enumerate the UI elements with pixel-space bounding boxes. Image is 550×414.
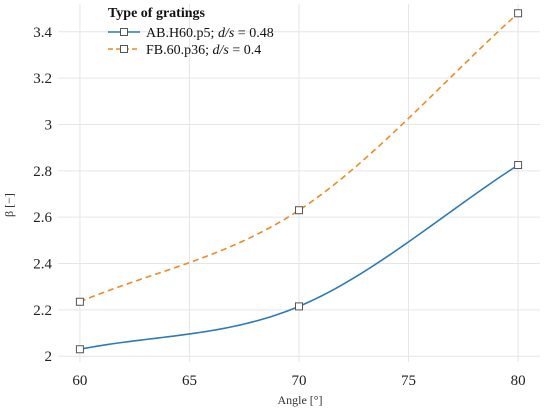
data-point-marker — [75, 345, 84, 354]
legend-entry-label: AB.H60.p5; d/s = 0.48 — [146, 26, 274, 41]
y-tick-label: 2 — [45, 349, 53, 365]
y-tick-label: 2.6 — [33, 210, 52, 226]
legend: Type of gratings AB.H60.p5; d/s = 0.48 FB… — [108, 6, 274, 58]
x-tick-label: 60 — [72, 373, 87, 389]
y-tick-label: 3.4 — [33, 25, 52, 41]
y-tick-label: 2.2 — [33, 303, 52, 319]
series-line-2 — [79, 12, 519, 303]
y-tick-label: 3 — [45, 117, 53, 133]
data-point-marker — [75, 297, 84, 306]
x-tick-labels: 60 65 70 75 80 — [72, 373, 525, 389]
y-axis-title: β [−] — [2, 193, 16, 217]
y-tick-label: 2.8 — [33, 164, 52, 180]
y-tick-label: 3.2 — [33, 71, 52, 87]
legend-marker-sample — [120, 28, 128, 36]
x-tick-label: 80 — [511, 373, 526, 389]
data-point-marker — [514, 161, 523, 170]
data-point-marker — [295, 302, 303, 311]
series-markers — [75, 9, 523, 354]
data-point-marker — [514, 9, 523, 18]
x-axis-title: Angle [°] — [277, 393, 322, 407]
legend-title: Type of gratings — [108, 6, 206, 21]
x-tick-label: 65 — [182, 373, 197, 389]
x-tick-label: 70 — [292, 373, 307, 389]
y-tick-label: 2.4 — [33, 257, 52, 273]
x-tick-label: 75 — [401, 373, 416, 389]
grid-lines — [58, 4, 540, 362]
data-point-marker — [295, 206, 303, 215]
legend-entry-label: FB.60.p36; d/s = 0.4 — [146, 43, 261, 58]
legend-marker-sample — [120, 45, 128, 53]
y-tick-labels: 2 2.2 2.4 2.6 2.8 3 3.2 3.4 — [33, 25, 52, 365]
